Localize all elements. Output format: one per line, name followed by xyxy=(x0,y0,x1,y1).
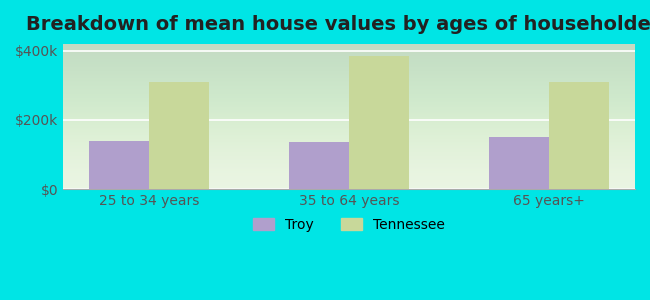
Bar xyxy=(549,82,609,189)
Bar xyxy=(489,137,549,189)
Legend: Troy, Tennessee: Troy, Tennessee xyxy=(248,212,450,237)
Bar xyxy=(89,141,149,189)
Bar xyxy=(149,82,209,189)
Bar xyxy=(289,142,349,189)
Bar xyxy=(349,56,409,189)
Title: Breakdown of mean house values by ages of householders: Breakdown of mean house values by ages o… xyxy=(26,15,650,34)
